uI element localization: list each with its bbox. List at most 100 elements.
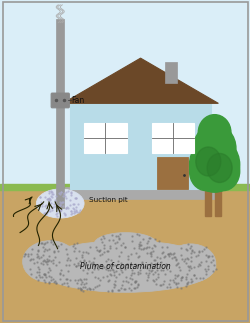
Point (68, 189, 72, 194)
Point (102, 264, 106, 269)
Point (63, 193, 67, 199)
Point (47, 197, 51, 202)
Point (58, 203, 62, 208)
Point (59, 207, 63, 212)
Point (173, 273, 177, 278)
Point (157, 239, 161, 244)
Point (26, 254, 30, 259)
Point (72, 261, 76, 266)
Bar (65, 187, 215, 199)
Point (53, 278, 57, 283)
Point (68, 191, 72, 196)
Point (112, 278, 116, 284)
Point (123, 266, 127, 271)
Point (138, 243, 142, 248)
Point (44, 210, 48, 215)
Point (55, 203, 59, 209)
Point (64, 276, 68, 281)
Point (124, 265, 128, 270)
Point (76, 202, 80, 207)
Point (214, 267, 218, 272)
Point (93, 263, 97, 268)
Point (63, 206, 67, 211)
Point (39, 255, 43, 260)
Point (46, 197, 50, 202)
Point (40, 203, 44, 208)
Point (114, 240, 118, 245)
Point (208, 259, 212, 264)
Point (114, 234, 118, 239)
Point (58, 192, 62, 197)
Point (47, 201, 51, 206)
Point (78, 258, 82, 263)
Point (102, 243, 106, 248)
Point (136, 269, 140, 275)
Point (58, 208, 62, 213)
Point (118, 285, 122, 290)
Point (129, 287, 133, 293)
Point (34, 255, 38, 260)
Point (116, 237, 120, 242)
Point (51, 277, 55, 282)
Point (41, 261, 45, 266)
Point (129, 252, 133, 257)
Point (72, 207, 76, 212)
Point (81, 258, 85, 263)
Point (152, 242, 156, 247)
Point (90, 287, 94, 292)
Point (28, 266, 32, 271)
Point (110, 267, 114, 273)
Point (203, 252, 207, 257)
Point (85, 287, 89, 292)
Point (152, 270, 156, 275)
Point (184, 255, 188, 260)
Point (156, 274, 160, 279)
Point (72, 196, 76, 201)
Point (76, 286, 80, 291)
Point (106, 277, 110, 282)
Point (148, 250, 152, 255)
Point (40, 202, 44, 207)
Point (102, 235, 106, 240)
Point (192, 272, 196, 277)
Point (150, 264, 154, 269)
Point (135, 254, 139, 259)
Point (123, 275, 127, 280)
Point (50, 194, 54, 199)
Point (116, 235, 120, 240)
Point (191, 264, 195, 269)
Point (114, 245, 117, 251)
Point (106, 256, 110, 262)
Point (106, 278, 110, 284)
Point (23, 251, 27, 256)
Point (44, 196, 48, 201)
Point (22, 254, 26, 259)
Point (74, 241, 78, 246)
Point (87, 244, 91, 249)
Point (188, 276, 192, 281)
Point (129, 267, 133, 273)
Point (98, 237, 102, 242)
Point (110, 267, 114, 272)
Point (186, 241, 190, 246)
Point (117, 271, 121, 276)
Point (155, 271, 159, 276)
Point (29, 272, 33, 277)
Point (210, 269, 214, 274)
Point (81, 268, 85, 273)
Point (177, 267, 181, 272)
Point (42, 241, 46, 246)
Point (64, 276, 68, 282)
Point (57, 203, 61, 208)
Point (185, 279, 189, 285)
Point (71, 202, 75, 207)
Ellipse shape (189, 137, 239, 192)
Point (176, 273, 180, 278)
Point (129, 233, 133, 238)
Point (28, 257, 32, 262)
Point (151, 257, 155, 262)
Point (150, 248, 154, 254)
Point (94, 244, 98, 249)
Point (146, 273, 150, 278)
Point (77, 207, 81, 212)
